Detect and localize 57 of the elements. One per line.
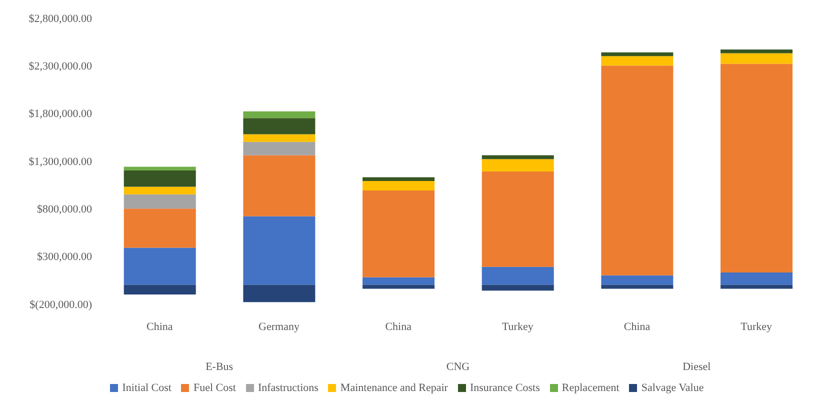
bar — [482, 284, 554, 291]
y-tick-label: $300,000.00 — [37, 251, 92, 264]
bar — [124, 170, 196, 187]
text: E-Bus — [206, 361, 234, 373]
x-tick-label: China — [385, 321, 412, 333]
bar — [482, 266, 554, 285]
y-tick-label: $1,800,000.00 — [28, 108, 92, 120]
bar — [482, 155, 554, 160]
x-tick-label: Turkey — [740, 321, 773, 333]
bar — [362, 177, 435, 182]
y-tick-label: $1,300,000.00 — [28, 156, 92, 168]
legend-label: Infastructions — [258, 382, 318, 394]
bar — [482, 171, 554, 267]
bar — [720, 49, 793, 54]
bar — [243, 111, 316, 118]
legend-label: Maintenance and Repair — [340, 382, 448, 394]
x-tick-label: China — [624, 321, 650, 333]
bar — [720, 53, 793, 64]
bar — [124, 194, 196, 209]
bar — [124, 166, 196, 171]
text: CNG — [446, 361, 470, 373]
bar — [243, 216, 316, 285]
bar — [720, 64, 793, 273]
x-tick-label: China — [146, 321, 173, 333]
bar — [243, 155, 316, 216]
bar — [362, 277, 435, 285]
bar — [124, 284, 196, 294]
bar — [243, 118, 316, 134]
text: Diesel — [682, 361, 711, 373]
bar — [720, 272, 793, 285]
bar — [601, 56, 674, 66]
legend-label: Salvage Value — [641, 382, 704, 394]
y-tick-label: $(200,000.00) — [30, 298, 92, 311]
bar — [720, 284, 793, 289]
legend-label: Replacement — [562, 382, 620, 394]
bar — [601, 284, 674, 289]
y-tick-label: $2,300,000.00 — [28, 60, 92, 73]
bar — [243, 284, 316, 302]
bar — [601, 66, 674, 276]
bar — [124, 208, 196, 248]
bar — [362, 181, 435, 191]
legend-label: Fuel Cost — [193, 382, 236, 394]
bar — [124, 248, 196, 285]
bar — [601, 52, 674, 56]
bar — [124, 186, 196, 194]
bar — [243, 134, 316, 142]
legend-label: Initial Cost — [122, 382, 172, 394]
y-tick-label: $2,800,000.00 — [28, 12, 92, 25]
bar — [243, 142, 316, 156]
bar — [362, 190, 435, 278]
y-tick-label: $800,000.00 — [37, 204, 92, 216]
legend-label: Insurance Costs — [470, 382, 540, 394]
bar — [482, 159, 554, 172]
x-tick-label: Germany — [258, 321, 300, 333]
bar — [601, 275, 674, 285]
x-tick-label: Turkey — [502, 321, 534, 333]
bar — [362, 284, 435, 289]
